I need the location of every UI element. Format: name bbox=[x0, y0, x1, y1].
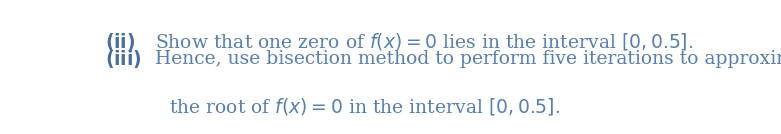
Text: Hence, use bisection method to perform five iterations to approximate: Hence, use bisection method to perform f… bbox=[155, 50, 781, 68]
Text: Show that one zero of $f(x) = 0$ lies in the interval $[0, 0.5]$.: Show that one zero of $f(x) = 0$ lies in… bbox=[155, 31, 694, 52]
Text: the root of $f(x) = 0$ in the interval $[0, 0.5]$.: the root of $f(x) = 0$ in the interval $… bbox=[169, 96, 561, 117]
Text: $\bf{(iii)}$: $\bf{(iii)}$ bbox=[105, 48, 141, 70]
Text: $\bf{(ii)}$: $\bf{(ii)}$ bbox=[105, 31, 135, 53]
